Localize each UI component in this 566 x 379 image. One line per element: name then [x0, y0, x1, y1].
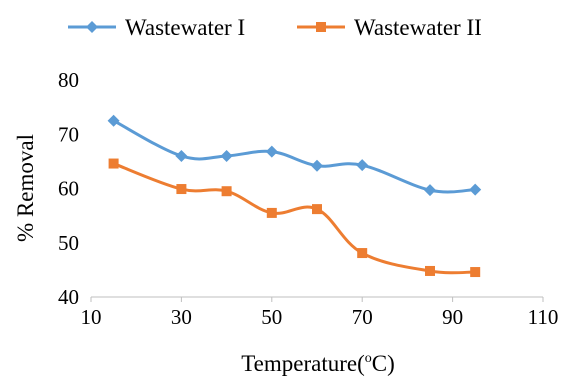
legend-swatch-marker — [86, 21, 98, 33]
x-tick-label: 50 — [261, 305, 282, 329]
x-tick-label: 90 — [442, 305, 463, 329]
data-point — [470, 267, 481, 278]
y-axis-title: % Removal — [13, 134, 38, 242]
data-point — [469, 183, 482, 196]
legend-swatch-marker — [316, 22, 326, 32]
series-line — [112, 162, 477, 275]
data-point — [425, 265, 435, 276]
data-point — [107, 114, 120, 127]
data-point — [220, 149, 233, 162]
x-tick-label: 70 — [352, 305, 373, 329]
legend-label: Wastewater I — [125, 15, 245, 40]
data-point — [312, 204, 322, 215]
y-tick-label: 50 — [58, 231, 79, 255]
y-tick-label: 40 — [58, 285, 79, 309]
x-tick-label: 110 — [528, 305, 559, 329]
series-1 — [107, 114, 482, 197]
x-tick-label: 10 — [81, 305, 102, 329]
series-2 — [108, 158, 481, 278]
data-point — [356, 159, 369, 172]
axes: 10 30 50 70 90 110 40 50 60 70 80 — [58, 68, 558, 329]
data-point — [265, 145, 278, 158]
y-tick-label: 60 — [58, 177, 79, 201]
data-point — [266, 207, 277, 218]
y-tick-label: 80 — [58, 68, 79, 92]
legend-label: Wastewater II — [354, 15, 482, 40]
data-point — [175, 149, 188, 162]
x-tick-label: 30 — [171, 305, 192, 329]
data-point — [424, 184, 436, 197]
series-layer — [107, 114, 482, 278]
legend-item: Wastewater II — [297, 15, 482, 40]
x-axis-title: Temperature(oC) — [241, 351, 395, 376]
data-point — [176, 184, 187, 195]
data-point — [221, 186, 232, 197]
data-point — [311, 159, 323, 172]
y-tick-label: 70 — [58, 122, 79, 146]
data-point — [357, 248, 368, 259]
y-axis-ticks: 40 50 60 70 80 — [58, 68, 79, 309]
x-axis-ticks: 10 30 50 70 90 110 — [81, 297, 559, 329]
legend: Wastewater I Wastewater II — [68, 15, 482, 40]
series-line — [112, 119, 477, 194]
data-point — [108, 158, 119, 169]
legend-item: Wastewater I — [68, 15, 245, 40]
